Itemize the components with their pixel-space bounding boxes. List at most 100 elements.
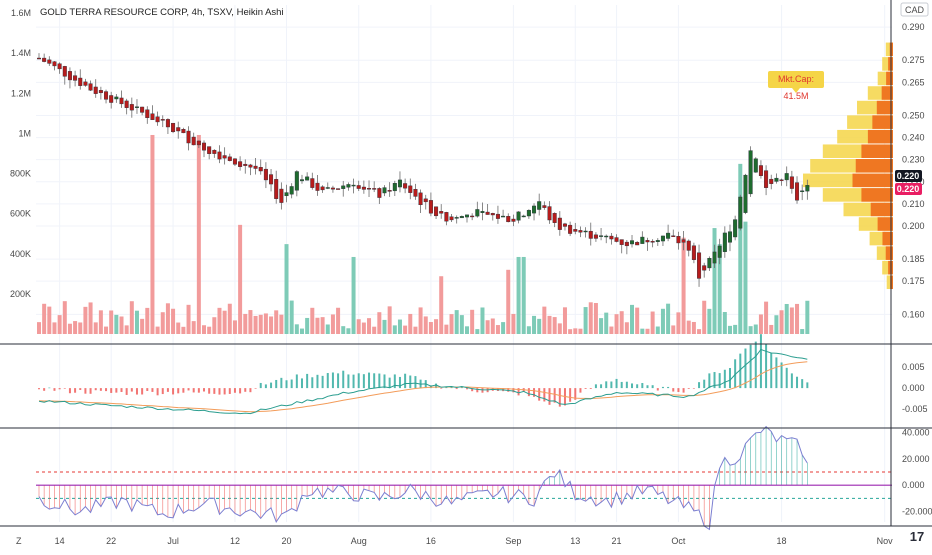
- volume-bar: [490, 318, 495, 334]
- macd-histogram-bar: [698, 382, 701, 389]
- volume-profile-row-dark: [867, 129, 893, 144]
- candle-body: [372, 188, 377, 190]
- candle-body: [459, 216, 464, 219]
- candle-body: [320, 186, 325, 191]
- volume-bar: [57, 315, 62, 334]
- volume-bar: [465, 326, 469, 334]
- volume-bar: [351, 256, 356, 334]
- volume-bar: [93, 322, 98, 334]
- time-tick-label: 14: [55, 536, 65, 546]
- macd-histogram-bar: [373, 373, 376, 389]
- volume-bar: [676, 312, 681, 334]
- volume-bar: [552, 317, 557, 334]
- volume-bar: [109, 310, 114, 334]
- candle-body: [516, 211, 521, 221]
- candle-body: [294, 171, 299, 191]
- macd-histogram-bar: [285, 380, 288, 389]
- candle-body: [769, 178, 774, 184]
- volume-bar: [397, 319, 402, 334]
- candle-body: [537, 201, 542, 210]
- macd-histogram-bar: [187, 388, 190, 391]
- volume-bar: [238, 224, 243, 334]
- time-tick-label: 16: [426, 536, 436, 546]
- candle-body: [377, 188, 382, 198]
- macd-histogram-bar: [574, 388, 577, 400]
- candle-body: [382, 187, 387, 194]
- volume-bars: [37, 134, 810, 334]
- candle-body: [795, 182, 800, 201]
- candle-body: [98, 90, 103, 94]
- macd-histogram-bar: [79, 388, 82, 390]
- macd-histogram-bar: [321, 375, 324, 389]
- macd-histogram-bar: [172, 388, 175, 395]
- candle-body: [712, 251, 717, 264]
- macd-histogram-bar: [790, 373, 793, 389]
- candle-body: [702, 265, 707, 271]
- time-tick-label: 12: [230, 536, 240, 546]
- volume-bar: [459, 315, 464, 334]
- macd-histogram-bar: [48, 387, 51, 389]
- volume-tick-label: 1M: [18, 128, 31, 138]
- macd-histogram-bar: [435, 383, 438, 389]
- volume-bar: [83, 306, 88, 334]
- candle-body: [733, 219, 738, 238]
- candle-body: [475, 209, 480, 217]
- oscillator-tick-label: 40.000: [902, 428, 930, 438]
- candle-body: [351, 184, 356, 187]
- volume-bar: [475, 329, 480, 334]
- volume-bar: [624, 322, 629, 334]
- candle-body: [547, 206, 552, 221]
- candle-body: [258, 167, 263, 172]
- candle-body: [78, 77, 83, 86]
- macd-histogram-bar: [780, 362, 783, 389]
- candle-body: [738, 196, 743, 229]
- macd-histogram-bar: [739, 353, 742, 389]
- candle-body: [222, 155, 227, 159]
- macd-histogram-bar: [130, 388, 133, 392]
- candle-body: [568, 224, 573, 234]
- candle-body: [397, 179, 402, 188]
- macd-histogram-bar: [94, 388, 97, 391]
- price-tick-label: 0.210: [902, 199, 925, 209]
- volume-bar: [243, 313, 248, 334]
- volume-bar: [62, 301, 67, 334]
- zoom-icon[interactable]: Z: [16, 536, 22, 546]
- time-tick-label: Oct: [671, 536, 686, 546]
- volume-bar: [599, 318, 604, 334]
- candle-body: [47, 59, 52, 64]
- volume-bar: [202, 325, 207, 334]
- candle-body: [542, 205, 547, 208]
- candle-body: [444, 212, 449, 222]
- macd-histogram-bar: [166, 388, 169, 392]
- macd-histogram-bar: [584, 388, 587, 389]
- volume-profile-row: [885, 42, 893, 57]
- volume-bar: [743, 221, 748, 334]
- volume-tick-label: 800K: [10, 169, 31, 179]
- candle-body: [774, 177, 779, 182]
- candle-body: [212, 149, 217, 154]
- macd-histogram-bar: [775, 357, 778, 389]
- candle-body: [640, 236, 645, 244]
- macd-histogram-bar: [388, 377, 391, 389]
- volume-tick-label: 1.6M: [11, 8, 31, 18]
- volume-bar: [439, 276, 444, 334]
- candle-body: [691, 245, 696, 260]
- candle-body: [114, 96, 119, 100]
- candle-body: [191, 136, 196, 146]
- volume-bar: [160, 312, 165, 334]
- volume-bar: [697, 329, 702, 334]
- volume-bar: [274, 310, 279, 334]
- macd-histogram-bar: [605, 381, 608, 389]
- macd-histogram-bar: [517, 388, 520, 396]
- macd-histogram-bar: [569, 388, 572, 402]
- macd-histogram-bar: [342, 370, 345, 389]
- macd-histogram-bar: [512, 388, 515, 393]
- oscillator-pane: [36, 425, 892, 531]
- candle-body: [743, 174, 748, 213]
- volume-profile-row: [886, 275, 893, 290]
- macd-histogram-bar: [785, 367, 788, 389]
- volume-bar: [310, 307, 315, 334]
- market-cap-badge: Mkt.Cap: 41.5M: [768, 71, 824, 101]
- candle-body: [134, 106, 139, 108]
- currency-button[interactable]: CAD: [900, 2, 929, 17]
